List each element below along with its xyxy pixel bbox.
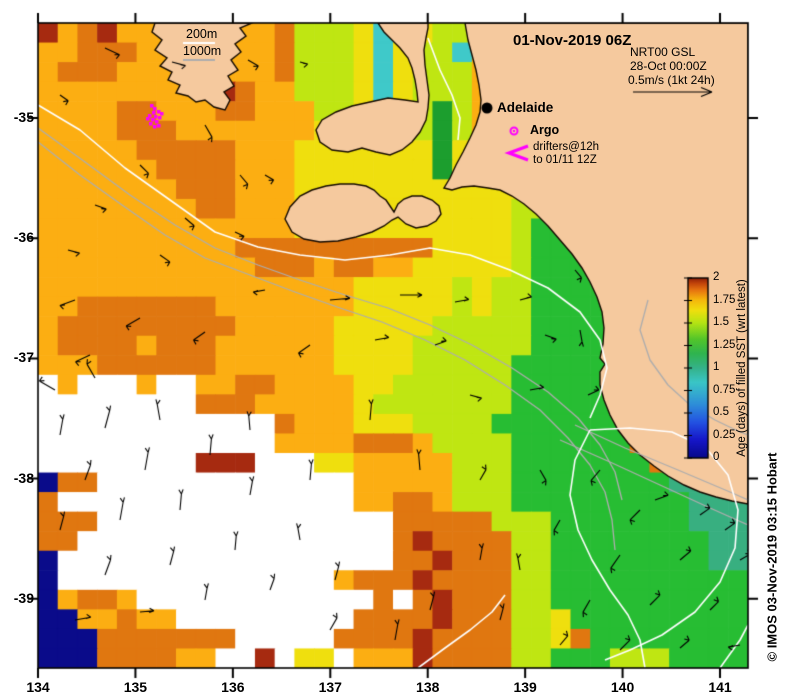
model-runtime-label: 28-Oct 00:00Z	[630, 59, 707, 73]
colorbar-tick-label: 0	[713, 451, 720, 463]
colorbar-tick-label: 0.25	[713, 428, 736, 441]
colorbar-tick-label: 0.5	[713, 406, 729, 418]
colorbar-tick-label: 1.75	[713, 293, 736, 306]
lat-tick-label: -36	[13, 229, 34, 246]
lat-tick-label: -37	[13, 349, 34, 366]
lon-tick-label: 138	[416, 679, 440, 695]
imos-credit-label: © IMOS 03-Nov-2019 03:15 Hobart	[764, 452, 780, 662]
adelaide-label: Adelaide	[497, 100, 554, 115]
bathy-1000m-label: 1000m	[183, 44, 222, 58]
lon-tick-label: 141	[708, 679, 732, 695]
lat-tick-label: -38	[13, 469, 34, 486]
drifters-legend-line1: drifters@12h	[533, 141, 600, 153]
model-name-label: NRT00 GSL	[630, 45, 696, 59]
lon-tick-label: 134	[26, 679, 50, 695]
colorbar-tick-label: 2	[713, 271, 720, 283]
lat-tick-label: -39	[13, 589, 34, 606]
lon-tick-label: 135	[123, 679, 148, 695]
bathy-200m-label: 200m	[186, 27, 218, 41]
vector-scale-label: 0.5m/s (1kt 24h)	[628, 73, 715, 87]
map-date-title: 01-Nov-2019 06Z	[513, 32, 632, 49]
colorbar-tick-label: 1.5	[713, 316, 729, 328]
colorbar-tick-label: 0.75	[713, 383, 736, 396]
argo-legend-label: Argo	[530, 123, 560, 137]
lon-tick-label: 139	[513, 679, 537, 695]
drifters-legend-line2: to 01/11 12Z	[533, 154, 597, 166]
colorbar-tick-label: 1.25	[713, 338, 736, 351]
lon-tick-label: 136	[221, 679, 245, 695]
lon-tick-label: 137	[318, 679, 342, 695]
colorbar-axis-title: Age (days) of filled SST (wrt latest)	[736, 279, 748, 457]
lon-tick-label: 140	[610, 679, 635, 695]
lat-tick-label: -35	[13, 109, 34, 125]
colorbar-tick-label: 1	[713, 361, 720, 373]
